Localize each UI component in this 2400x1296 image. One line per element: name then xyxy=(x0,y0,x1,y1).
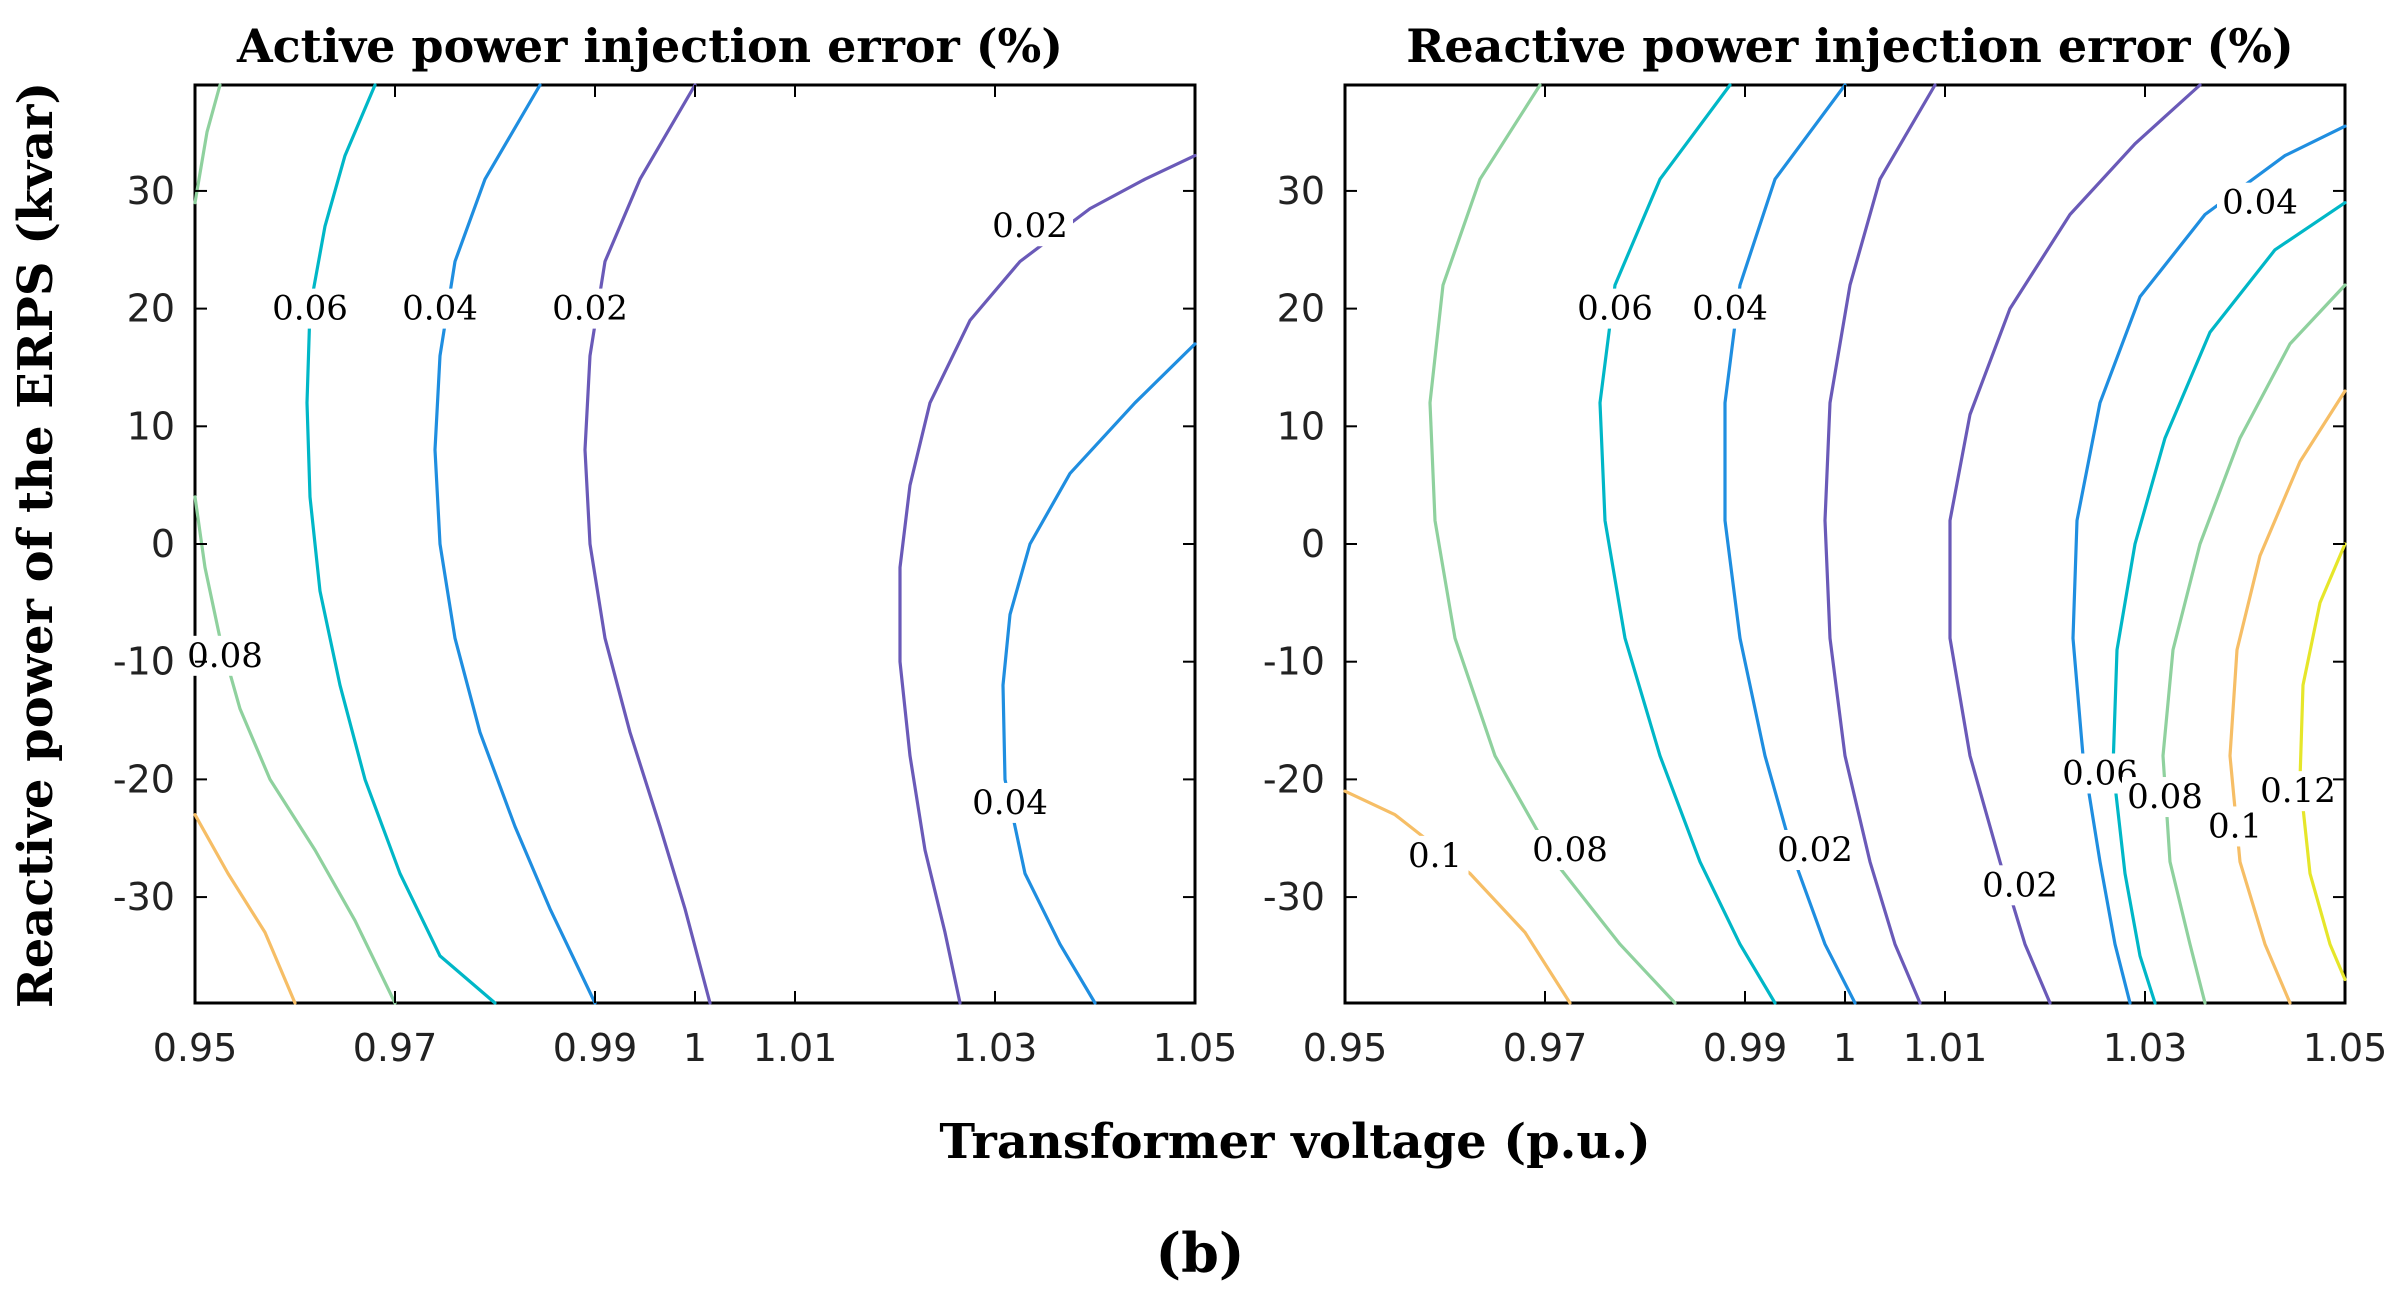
x-tick-label: 0.95 xyxy=(1303,1026,1388,1070)
y-tick-label: -30 xyxy=(113,875,175,919)
contour-label: 0.04 xyxy=(1692,289,1768,329)
contour-label: 0.02 xyxy=(1982,865,2058,905)
panel-reactive-power: Reactive power injection error (%) 0.1 0.… xyxy=(1263,19,2387,1070)
chart-title: Reactive power injection error (%) xyxy=(1406,19,2294,73)
contour-label-bg xyxy=(397,288,483,329)
y-tick-label: 30 xyxy=(1277,169,1325,213)
contour-label-bg xyxy=(267,288,353,329)
contour-label-bg xyxy=(182,635,268,676)
contour-label: 0.04 xyxy=(402,289,478,329)
x-tick-label: 1.03 xyxy=(2103,1026,2188,1070)
contour-label: 0.02 xyxy=(552,289,628,329)
x-tick-label: 1 xyxy=(683,1026,707,1070)
contour-label: 0.06 xyxy=(1577,289,1653,329)
contour-layer: 0.1 0.080.06 0.040.020.020.040.060.080.10.… xyxy=(1343,83,2347,1005)
contour-label: 0.1 xyxy=(2208,806,2262,846)
contour-line-0.02 xyxy=(898,154,1197,1005)
contour-label: 0.06 xyxy=(272,289,348,329)
y-tick-label: 0 xyxy=(151,522,175,566)
contour-label-bg xyxy=(967,782,1053,823)
contour-label-bg xyxy=(547,288,633,329)
x-tick-label: 0.95 xyxy=(153,1026,238,1070)
contour-label-bg xyxy=(1687,288,1773,329)
y-tick-label: 20 xyxy=(1277,287,1325,331)
x-tick-label: 0.97 xyxy=(1503,1026,1588,1070)
y-tick-label: 0 xyxy=(1301,522,1325,566)
contour-label-bg xyxy=(2201,806,2269,847)
contour-line-0.06 xyxy=(305,83,497,1005)
contour-line-0.06 xyxy=(2111,201,2347,1005)
contour-line-0.04 xyxy=(1001,342,1197,1005)
contour-line-0.1 xyxy=(1343,789,1572,1005)
contour-label: 0.02 xyxy=(1777,830,1853,870)
contour-label: 0.02 xyxy=(992,206,1068,246)
x-axis-label: Transformer voltage (p.u.) xyxy=(939,1114,1650,1170)
tick-layer: 0.95 0.97 0.99 1 1.01 1.03 1.05 30 20 10 0 -10 -20 -3… xyxy=(1263,85,2387,1070)
y-tick-label: 30 xyxy=(127,169,175,213)
contour-line-0.04 xyxy=(1723,83,1857,1005)
y-tick-label: -10 xyxy=(1263,640,1325,684)
y-axis-label: Reactive power of the ERPS (kvar) xyxy=(8,82,64,1008)
x-tick-label: 1 xyxy=(1833,1026,1857,1070)
y-tick-label: -10 xyxy=(113,640,175,684)
x-tick-label: 0.99 xyxy=(553,1026,638,1070)
contour-label: 0.08 xyxy=(2127,777,2203,817)
contour-label-bg xyxy=(1572,288,1658,329)
x-tick-label: 1.01 xyxy=(753,1026,838,1070)
contour-label-bg xyxy=(2217,182,2303,223)
contour-label-bg xyxy=(2255,771,2341,812)
contour-line-0.1 xyxy=(2228,389,2347,1005)
x-tick-label: 1.05 xyxy=(2303,1026,2388,1070)
contour-label: 0.08 xyxy=(1532,830,1608,870)
contour-line-0.04 xyxy=(433,83,597,1005)
contour-label-bg xyxy=(1772,830,1858,870)
contour-label: 0.04 xyxy=(2222,183,2298,223)
x-tick-label: 1.01 xyxy=(1903,1026,1988,1070)
x-tick-label: 1.03 xyxy=(953,1026,1038,1070)
y-tick-label: -20 xyxy=(113,757,175,801)
y-tick-label: 20 xyxy=(127,287,175,331)
contour-layer: 0.08 0.06 0.04 0.02 0.02 0.04 xyxy=(182,83,1197,1005)
y-tick-label: 10 xyxy=(127,404,175,448)
contour-label-bg xyxy=(2122,777,2208,818)
contour-label: 0.04 xyxy=(972,783,1048,823)
contour-label: 0.1 xyxy=(1408,836,1462,876)
contour-line-0.02 xyxy=(1823,83,1937,1005)
contour-line-0.08 xyxy=(2161,283,2347,1005)
contour-label: 0.12 xyxy=(2260,771,2336,811)
contour-line-0.02 xyxy=(583,83,712,1005)
x-tick-label: 0.97 xyxy=(353,1026,438,1070)
contour-line-0.08 xyxy=(193,495,397,1005)
x-tick-label: 0.99 xyxy=(1703,1026,1788,1070)
y-tick-label: 10 xyxy=(1277,404,1325,448)
tick-layer: 0.95 0.97 0.99 1 1.01 1.03 1.05 30 20 10 0 -10 -20 -3… xyxy=(113,85,1237,1070)
contour-label-bg xyxy=(1401,835,1469,876)
contour-line-0.1 xyxy=(193,813,297,1005)
contour-label: 0.08 xyxy=(187,636,263,676)
contour-label-bg xyxy=(1977,865,2063,906)
chart-title: Active power injection error (%) xyxy=(236,19,1063,73)
contour-line-0.06 xyxy=(1598,83,1777,1005)
panel-active-power: Active power injection error (%) 0.080.0… xyxy=(113,19,1237,1070)
panel-label: (b) xyxy=(1156,1221,1245,1285)
y-tick-label: -30 xyxy=(1263,875,1325,919)
x-tick-label: 1.05 xyxy=(1153,1026,1238,1070)
contour-label-bg xyxy=(1527,830,1613,870)
y-tick-label: -20 xyxy=(1263,757,1325,801)
contour-line-0.08 xyxy=(1428,83,1677,1005)
contour-label-bg xyxy=(987,206,1073,247)
contour-line-0.08 xyxy=(193,83,222,205)
